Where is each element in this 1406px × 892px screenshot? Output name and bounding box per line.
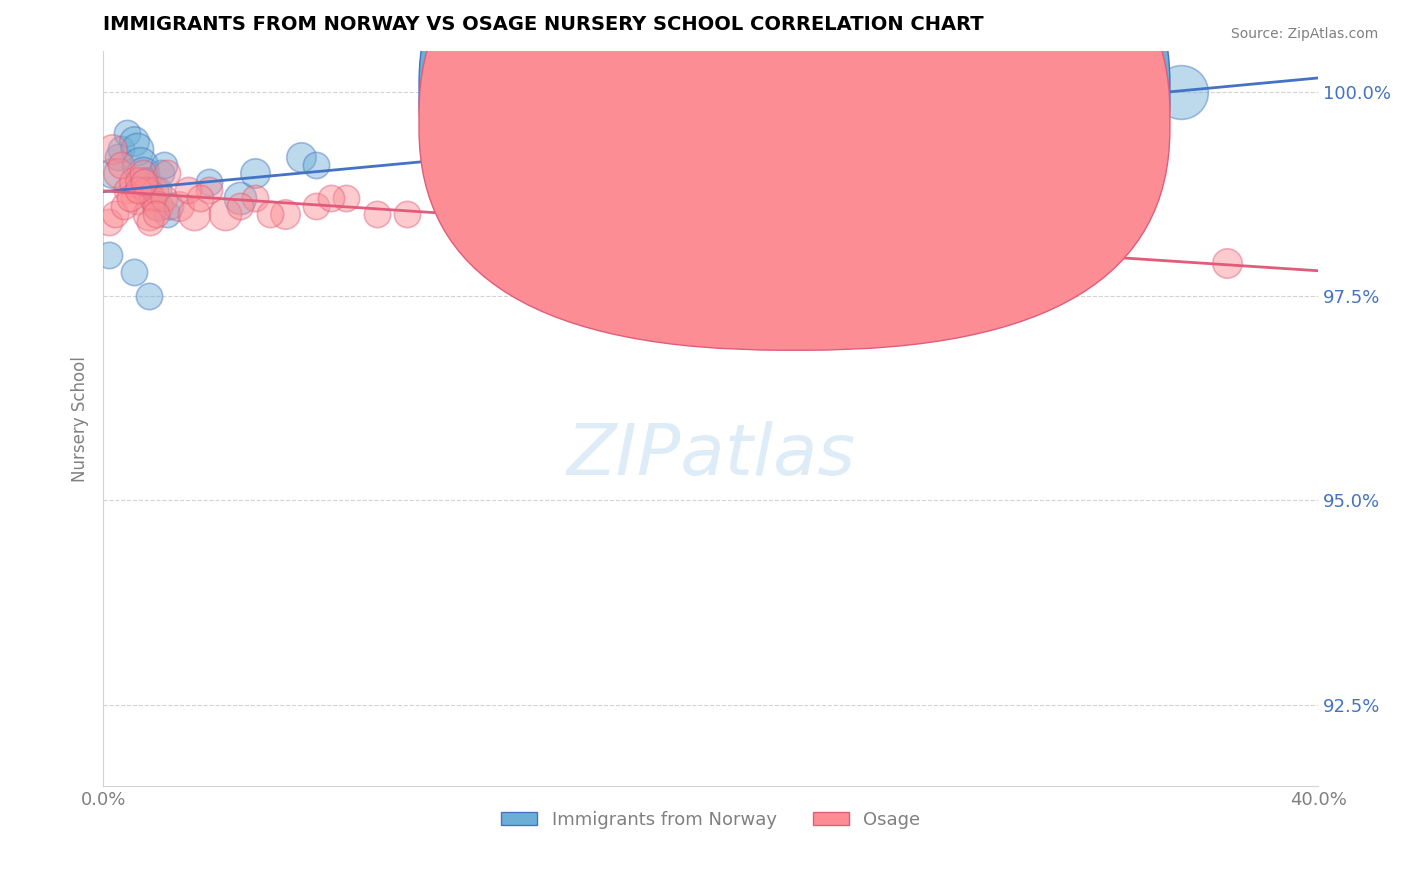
Point [243, 191, 266, 205]
Point [290, 150, 312, 164]
Point [305, 199, 328, 213]
Point [335, 191, 357, 205]
Point [761, 117, 783, 131]
Point [127, 183, 149, 197]
Point [146, 183, 169, 197]
Point [117, 126, 139, 140]
Point [183, 207, 205, 221]
Point [1094, 101, 1116, 115]
Point [120, 191, 142, 205]
Point [149, 166, 172, 180]
Point [107, 166, 129, 180]
Point [1002, 248, 1025, 262]
Point [135, 175, 157, 189]
Point [457, 183, 479, 197]
Point [156, 207, 179, 221]
FancyBboxPatch shape [419, 0, 1170, 351]
Point [141, 191, 163, 205]
Point [214, 207, 236, 221]
Point [143, 183, 166, 197]
Point [319, 191, 342, 205]
Point [138, 183, 160, 197]
Point [122, 175, 145, 189]
Point [112, 199, 135, 213]
Point [699, 224, 721, 238]
Point [156, 166, 179, 180]
Point [135, 183, 157, 197]
Legend: Immigrants from Norway, Osage: Immigrants from Norway, Osage [494, 804, 928, 837]
Point [229, 191, 252, 205]
Point [141, 191, 163, 205]
Text: R = -0.086   N = 45: R = -0.086 N = 45 [814, 112, 991, 129]
Point [145, 207, 167, 221]
Point [259, 207, 281, 221]
Point [305, 158, 328, 172]
Point [104, 207, 127, 221]
FancyBboxPatch shape [759, 58, 1112, 146]
Point [122, 134, 145, 148]
Point [177, 183, 200, 197]
Text: Source: ZipAtlas.com: Source: ZipAtlas.com [1230, 27, 1378, 41]
Point [122, 264, 145, 278]
Point [138, 207, 160, 221]
Point [138, 289, 160, 303]
Point [243, 166, 266, 180]
FancyBboxPatch shape [419, 0, 1170, 321]
Point [110, 142, 132, 156]
Text: ZIPatlas: ZIPatlas [567, 421, 855, 490]
Point [153, 158, 176, 172]
Point [98, 248, 121, 262]
Point [101, 142, 124, 156]
Point [167, 199, 190, 213]
Point [143, 199, 166, 213]
Point [117, 183, 139, 197]
Point [578, 199, 600, 213]
Point [274, 207, 297, 221]
Point [159, 199, 181, 213]
Point [229, 199, 252, 213]
Point [110, 158, 132, 172]
Point [134, 175, 156, 189]
Point [1216, 256, 1239, 270]
Point [395, 207, 418, 221]
Point [153, 191, 176, 205]
Point [131, 166, 153, 180]
Point [107, 150, 129, 164]
Point [125, 191, 148, 205]
Point [131, 166, 153, 180]
Point [851, 256, 873, 270]
Point [188, 191, 211, 205]
Point [125, 142, 148, 156]
Point [426, 126, 449, 140]
Point [366, 207, 388, 221]
Point [198, 175, 221, 189]
Text: IMMIGRANTS FROM NORWAY VS OSAGE NURSERY SCHOOL CORRELATION CHART: IMMIGRANTS FROM NORWAY VS OSAGE NURSERY … [103, 15, 984, 34]
Point [146, 199, 169, 213]
Point [101, 166, 124, 180]
Y-axis label: Nursery School: Nursery School [72, 356, 89, 482]
Point [517, 191, 540, 205]
Point [198, 183, 221, 197]
Text: R =  0.355   N = 29: R = 0.355 N = 29 [814, 82, 990, 100]
Point [1170, 85, 1192, 99]
Point [139, 215, 162, 229]
Point [128, 175, 150, 189]
Point [128, 158, 150, 172]
Point [98, 215, 121, 229]
